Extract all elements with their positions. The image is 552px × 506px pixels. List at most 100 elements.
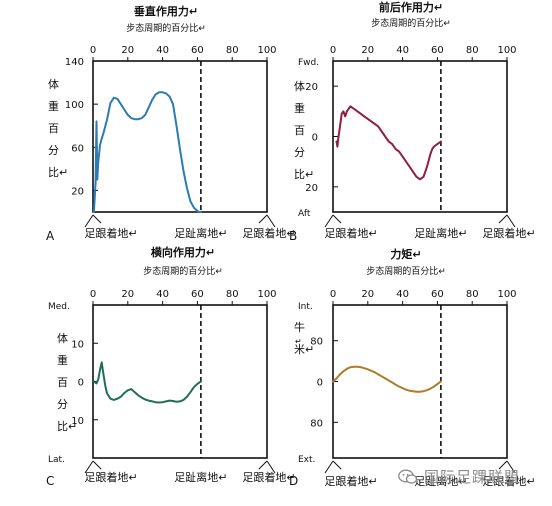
y-tick-label: 140 [65,57,84,68]
x-tick-label: 60 [191,45,204,56]
y-axis-label-char: 比↵ [294,168,314,181]
y-tick-label: 10 [71,416,84,427]
x-tick-label: 20 [361,45,374,56]
panel-letter: C [46,474,54,488]
x-tick-label: 60 [191,289,204,300]
y-axis-label-char: 牛 [294,320,305,334]
x-tick-label: 80 [226,45,239,56]
y-axis-label-char: 重 [48,99,59,113]
chart-title: 垂直作用力↵ [134,4,198,18]
plot-frame [92,60,268,213]
phase-label: 足趾离地↵ [174,226,227,240]
phase-tick [266,214,276,228]
x-tick-label: 0 [90,289,96,300]
chart-subtitle: 步态周期的百分比↵ [366,265,446,277]
panel-letter: B [289,229,297,243]
phase-label: 足跟着地↵ [242,470,295,484]
x-tick-label: 100 [497,45,516,56]
watermark-text: 国际足踝联盟 [424,468,521,486]
watermark: 国际足踝联盟 [398,466,520,487]
y-axis-label-return: ↵ [295,337,302,346]
x-tick-label: 40 [156,45,169,56]
y-axis-label-char: 重 [57,353,68,367]
x-tick-label: 80 [466,289,479,300]
y-tick-label: 20 [71,186,84,197]
y-extreme-top-label: Med. [48,302,70,312]
y-axis-label-char: 百 [57,376,68,389]
y-axis-label-char: 分 [48,144,59,157]
chart-subtitle: 步态周期的百分比↵ [371,17,451,29]
x-tick-label: 60 [431,289,444,300]
y-extreme-bottom-label: Lat. [48,455,65,465]
phase-tick [332,460,342,470]
y-axis-label-char: 分 [294,146,305,159]
y-axis-label-char: 百 [48,122,59,135]
chart-subtitle: 步态周期的百分比↵ [126,22,206,34]
phase-tick [506,460,516,474]
panel-letter: D [289,474,298,488]
y-tick-label: 0 [312,133,318,144]
phase-tick [324,460,334,474]
phase-tick [84,460,94,474]
phase-tick [498,460,508,470]
x-tick-label: 100 [497,289,516,300]
chart-title: 力矩↵ [390,247,421,261]
phase-tick [332,214,342,224]
phase-label: 足趾离地↵ [414,474,467,488]
phase-tick [92,214,102,224]
series-line [92,91,202,213]
y-axis-label-char: 百 [294,124,305,137]
phase-label: 足跟着地↵ [84,470,137,484]
x-tick-label: 80 [466,45,479,56]
phase-label: 足跟着地↵ [242,226,295,240]
chart-panel-a: 垂直作用力↵ 步态周期的百分比↵ 0 20 40 60 80 100 140 100 60 20 体重百… [46,4,296,243]
phase-tick [92,460,102,470]
phase-label: 足跟着地↵ [482,474,535,488]
y-tick-label: 0 [78,378,84,389]
plot-frame [332,60,508,213]
x-tick-label: 40 [396,289,409,300]
y-extreme-top-label: Int. [298,302,313,312]
x-tick-label: 20 [121,289,134,300]
y-axis-label-char: 比↵ [57,420,77,433]
chart-title: 横向作用力↵ [151,245,215,259]
chart-title: 前后作用力↵ [379,0,443,14]
y-axis-label-char: 体 [57,331,68,345]
wechat-logo-icon [398,469,418,484]
phase-tick [258,214,268,224]
series-line [332,365,442,393]
chart-subtitle: 步态周期的百分比↵ [143,265,223,277]
y-axis-label-char: 比↵ [48,166,68,179]
x-tick-label: 0 [90,45,96,56]
phase-tick [324,214,334,228]
phase-label: 足趾离地↵ [174,470,227,484]
x-tick-label: 20 [121,45,134,56]
phase-label: 足趾离地↵ [414,226,467,240]
y-tick-label: 10 [71,339,84,350]
phase-label: 足跟着地↵ [324,474,377,488]
y-tick-label: 60 [71,143,84,154]
series-line [335,105,442,181]
y-extreme-top-label: Fwd. [298,58,319,68]
phase-tick [266,460,276,474]
chart-panel-d: 力矩↵ 步态周期的百分比↵ 0 20 40 60 80 100 80 0 80 Int. Ext. 牛 ↵米… [289,247,536,488]
x-tick-label: 80 [226,289,239,300]
x-tick-label: 100 [257,45,276,56]
phase-tick [258,460,268,470]
y-axis-label-char: 分 [57,398,68,411]
phase-tick [498,214,508,224]
y-tick-label: 80 [310,337,323,348]
panel-letter: A [46,229,55,243]
y-axis-label-char: 重 [294,101,305,115]
y-tick-label: 20 [305,183,318,194]
phase-label: 足跟着地↵ [84,226,137,240]
phase-tick [84,214,94,228]
chart-panel-c: 横向作用力↵步态周期的百分比↵0 20 40 60 80 10010010Med.Lat.… [46,245,296,488]
x-tick-label: 40 [396,45,409,56]
phase-tick [506,214,516,228]
x-tick-label: 0 [330,45,336,56]
phase-label: 足跟着地↵ [324,226,377,240]
y-tick-label: 0 [317,378,323,389]
y-extreme-bottom-label: Aft [298,209,311,219]
y-tick-label: 80 [310,418,323,429]
